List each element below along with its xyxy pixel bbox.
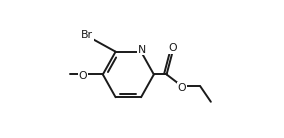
Text: N: N bbox=[138, 45, 146, 55]
Text: Br: Br bbox=[81, 30, 93, 40]
Text: O: O bbox=[78, 71, 87, 81]
Text: O: O bbox=[178, 83, 186, 93]
Text: O: O bbox=[169, 43, 177, 53]
